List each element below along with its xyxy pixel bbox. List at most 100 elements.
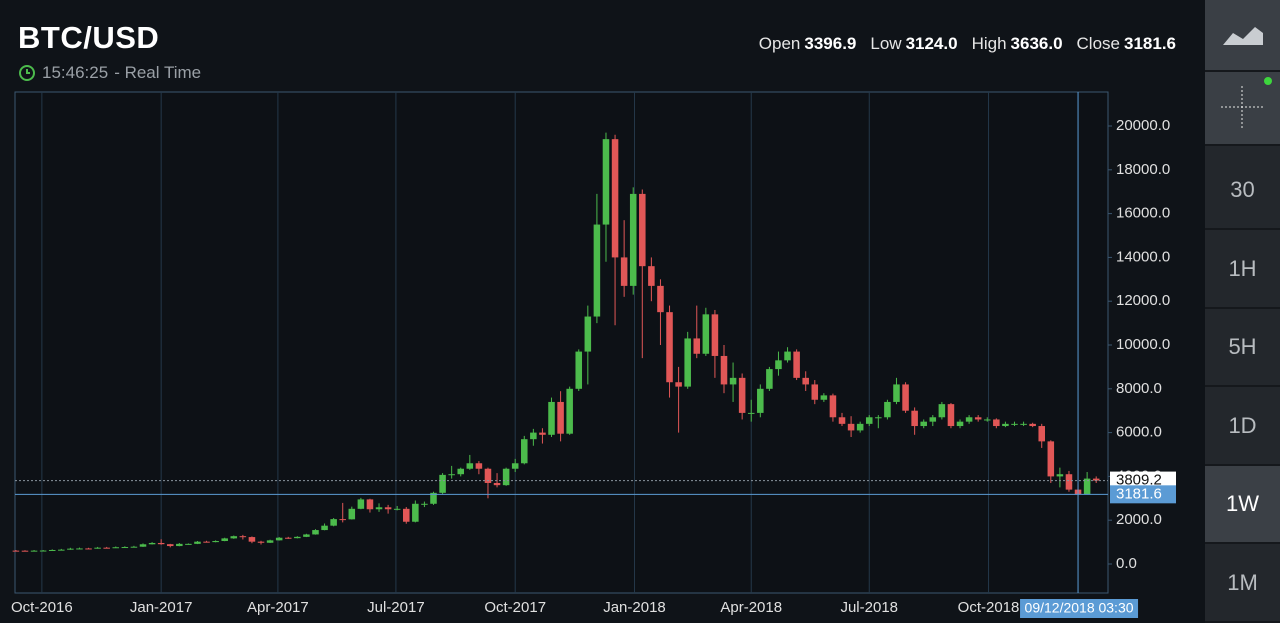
- candle-body: [511, 463, 519, 469]
- candle-body: [339, 519, 346, 521]
- candle-body: [130, 546, 138, 548]
- candle-body: [1083, 478, 1091, 495]
- candle-body: [1038, 426, 1045, 442]
- clock-icon: [19, 65, 35, 81]
- last-price-label: 3809.2: [1116, 472, 1162, 489]
- candle-body: [21, 550, 29, 552]
- candle-body: [475, 463, 483, 469]
- ohlc-value: 3181.6: [1124, 34, 1176, 53]
- candle-body: [602, 139, 610, 225]
- candle-body: [784, 351, 791, 361]
- candle-body: [911, 410, 918, 427]
- chart-type-button[interactable]: [1205, 0, 1280, 72]
- candle-body: [76, 548, 83, 550]
- candle-body: [384, 507, 392, 510]
- interval-button[interactable]: 5H: [1205, 309, 1280, 387]
- ohlc-item: Low 3124.0: [870, 34, 957, 54]
- candle-body: [557, 401, 564, 434]
- sidebar: 30 1H 5H 1D 1W 1M: [1205, 0, 1280, 623]
- ohlc-item: Open 3396.9: [759, 34, 857, 54]
- candle-body: [1002, 423, 1009, 427]
- candle-body: [366, 499, 374, 510]
- y-tick-label: 8000.0: [1116, 380, 1162, 397]
- interval-button[interactable]: 1W: [1205, 466, 1280, 544]
- candle-body: [702, 314, 710, 354]
- candle-body: [838, 417, 846, 424]
- crosshair-price-tag: [1110, 485, 1176, 504]
- candle-body: [176, 543, 183, 547]
- candle-body: [230, 536, 238, 539]
- x-tick-label: Jul-2017: [367, 599, 425, 616]
- candle-body: [747, 412, 755, 414]
- candle-body: [430, 492, 437, 504]
- candle-body: [1011, 423, 1018, 425]
- candle-body: [12, 550, 20, 552]
- candle-body: [1020, 423, 1027, 425]
- candle-body: [266, 540, 274, 543]
- candle-body: [856, 423, 864, 431]
- candle-body: [956, 421, 964, 427]
- candle-body: [48, 549, 56, 551]
- y-tick-label: 20000.0: [1116, 117, 1170, 134]
- candle-body: [729, 377, 737, 385]
- candle-body: [757, 388, 764, 413]
- candle-body: [157, 542, 165, 545]
- candle-body: [221, 538, 228, 542]
- ohlc-value: 3636.0: [1010, 34, 1063, 53]
- time: 15:46:25: [42, 63, 109, 82]
- candle-body: [312, 530, 319, 535]
- x-tick-label: Apr-2017: [247, 599, 309, 616]
- candle-body: [275, 537, 283, 541]
- candle-body: [521, 439, 528, 464]
- crosshair-button[interactable]: [1205, 72, 1280, 146]
- last-price-tag: [1110, 471, 1176, 490]
- candle-body: [584, 316, 592, 352]
- candle-body: [720, 355, 728, 385]
- ohlc-value: 3396.9: [804, 34, 857, 53]
- candle-body: [974, 417, 982, 420]
- time-row: 15:46:25 - Real Time: [18, 63, 201, 83]
- candle-body: [466, 463, 474, 469]
- candle-body: [829, 395, 837, 418]
- interval-button[interactable]: 1H: [1205, 231, 1280, 309]
- ohlc-item: Close 3181.6: [1077, 34, 1176, 54]
- candle-body: [1056, 474, 1064, 477]
- candle-body: [657, 285, 664, 313]
- y-tick-label: 10000.0: [1116, 336, 1170, 353]
- candle-body: [693, 338, 701, 354]
- candle-body: [248, 537, 256, 542]
- candle-body: [593, 224, 601, 317]
- x-tick-label: Jan-2018: [603, 599, 666, 616]
- y-tick-label: 16000.0: [1116, 205, 1170, 222]
- candle-body: [938, 404, 946, 418]
- candle-body: [530, 432, 537, 440]
- x-tick-label: Oct-2018: [958, 599, 1020, 616]
- candle-body: [539, 432, 546, 435]
- interval-button[interactable]: 1M: [1205, 545, 1280, 623]
- candle-body: [793, 351, 800, 378]
- candle-body: [284, 537, 292, 539]
- interval-button[interactable]: 30: [1205, 152, 1280, 230]
- candle-body: [257, 541, 265, 543]
- ohlc-readout: Open 3396.9 Low 3124.0 High 3636.0 Close 3181.6: [759, 34, 1176, 54]
- interval-button[interactable]: 1D: [1205, 388, 1280, 466]
- ohlc-label: Close: [1076, 34, 1120, 53]
- candle-body: [766, 369, 773, 389]
- candle-body: [166, 544, 174, 547]
- candle-body: [303, 534, 310, 537]
- candle-body: [983, 419, 991, 421]
- candle-body: [684, 338, 691, 387]
- candle-body: [802, 377, 809, 385]
- candle-body: [738, 377, 746, 413]
- candle-body: [875, 417, 882, 419]
- candle-body: [811, 384, 819, 400]
- candle-body: [39, 550, 47, 552]
- candle-body: [85, 548, 92, 550]
- candle-body: [375, 507, 383, 510]
- y-tick-label: 18000.0: [1116, 161, 1170, 178]
- area-chart-icon: [1222, 27, 1263, 45]
- candle-body: [30, 550, 38, 552]
- candle-body: [58, 549, 65, 551]
- candle-body: [212, 541, 219, 543]
